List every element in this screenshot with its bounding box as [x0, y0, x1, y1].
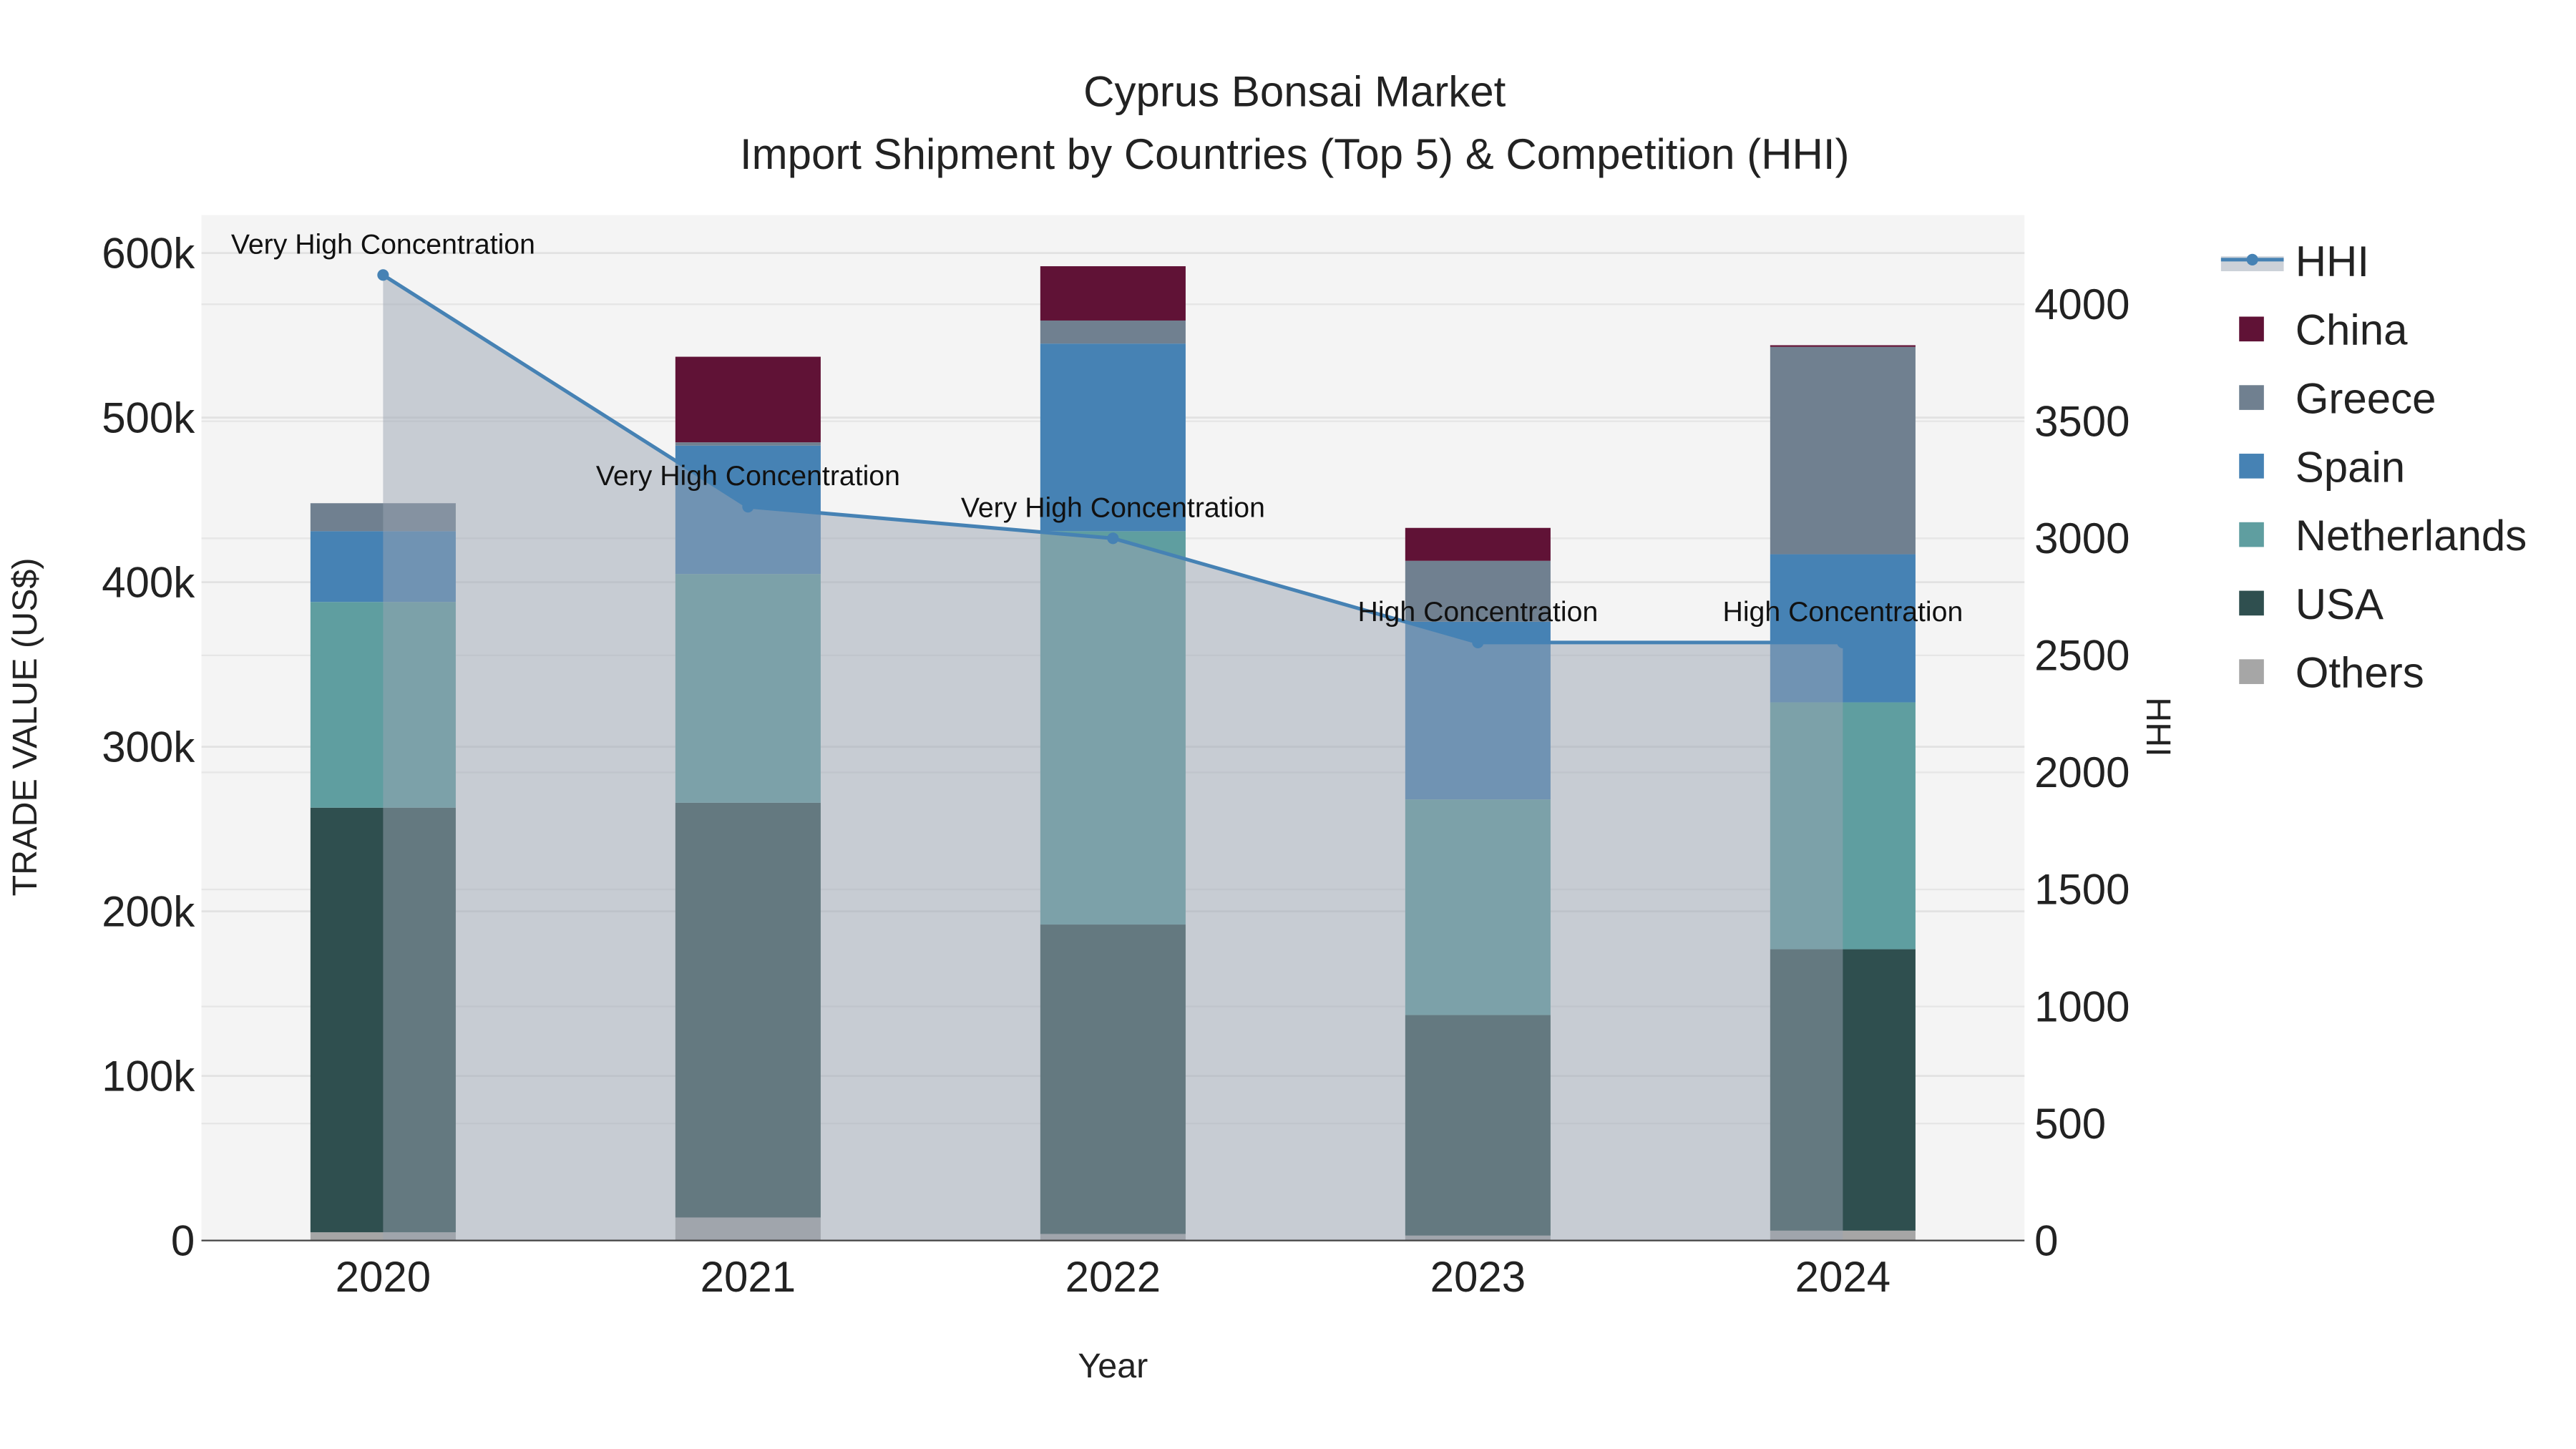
y2-tick-label: 3000: [2034, 514, 2129, 562]
bar-greece-2022: [1040, 320, 1186, 344]
bar-spain-2022: [1040, 343, 1186, 532]
legend-swatch-spain: [2239, 454, 2264, 479]
legend-swatch-china: [2239, 316, 2264, 342]
legend-swatch-others: [2239, 659, 2264, 684]
y2-tick-label: 2000: [2034, 748, 2129, 796]
y2-tick-label: 500: [2034, 1100, 2106, 1148]
hhi-point-2021: [742, 501, 754, 513]
annotation-2024: High Concentration: [1723, 596, 1963, 628]
y2-tick-label: 1500: [2034, 866, 2129, 914]
hhi-line: [377, 269, 1849, 648]
legend-label-others: Others: [2296, 649, 2424, 697]
bar-china-2021: [675, 356, 821, 443]
annotations: Very High Concentration Very High Concent…: [231, 228, 1963, 628]
y2-axis-title: HHI: [2139, 697, 2177, 756]
legend-swatch-netherlands: [2239, 522, 2264, 547]
bar-china-2024: [1770, 345, 1916, 347]
legend-label-china: China: [2296, 306, 2408, 354]
legend-label-hhi: HHI: [2296, 238, 2369, 286]
legend: HHI China Greece Spain Netherlands USA Others: [2220, 238, 2527, 697]
y-tick-label: 300k: [102, 723, 195, 771]
y-tick-label: 400k: [102, 558, 195, 606]
annotation-2023: High Concentration: [1358, 596, 1599, 628]
y2-tick-label: 0: [2034, 1216, 2058, 1264]
legend-label-spain: Spain: [2296, 443, 2405, 491]
hhi-point-2022: [1107, 532, 1119, 545]
y2-tick-label: 4000: [2034, 280, 2129, 328]
y2-axis: 0 500 1000 1500 2000 2500 3000 3500 4000: [2034, 280, 2129, 1264]
y-tick-label: 200k: [102, 887, 195, 935]
hhi-point-2020: [377, 269, 389, 281]
x-tick-label: 2020: [336, 1253, 431, 1301]
x-tick-label: 2022: [1065, 1253, 1161, 1301]
y-tick-label: 500k: [102, 394, 195, 441]
legend-label-usa: USA: [2296, 580, 2384, 628]
hhi-point-2024: [1837, 636, 1849, 648]
chart-subtitle: Import Shipment by Countries (Top 5) & C…: [740, 130, 1850, 178]
y-tick-label: 100k: [102, 1052, 195, 1100]
y2-tick-label: 1000: [2034, 982, 2129, 1030]
y-axis: 0 100k 200k 300k 400k 500k 600k: [102, 229, 195, 1264]
annotation-2022: Very High Concentration: [961, 492, 1265, 523]
hhi-area-fill: [383, 275, 1843, 1241]
legend-label-greece: Greece: [2296, 375, 2436, 423]
x-tick-label: 2023: [1430, 1253, 1526, 1301]
hhi-area: [383, 275, 1843, 1241]
y2-tick-label: 3500: [2034, 398, 2129, 446]
hhi-point-2023: [1472, 636, 1484, 648]
legend-swatch-hhi-marker: [2246, 253, 2258, 265]
legend-swatch-usa: [2239, 590, 2264, 616]
y-tick-label: 600k: [102, 229, 195, 277]
bar-china-2022: [1040, 266, 1186, 321]
x-tick-label: 2024: [1795, 1253, 1890, 1301]
x-tick-label: 2021: [701, 1253, 796, 1301]
y-tick-label: 0: [171, 1216, 195, 1264]
bar-greece-2021: [675, 442, 821, 446]
annotation-2021: Very High Concentration: [596, 460, 900, 492]
bar-greece-2024: [1770, 346, 1916, 555]
legend-swatch-greece: [2239, 385, 2264, 410]
x-axis-title: Year: [1078, 1347, 1148, 1385]
chart-title: Cyprus Bonsai Market: [1083, 67, 1506, 115]
bar-china-2023: [1405, 527, 1551, 561]
y2-tick-label: 2500: [2034, 632, 2129, 680]
annotation-2020: Very High Concentration: [231, 228, 535, 260]
legend-label-netherlands: Netherlands: [2296, 512, 2527, 560]
bar-greece-2023: [1405, 560, 1551, 622]
x-axis: 2020 2021 2022 2023 2024: [336, 1253, 1890, 1301]
y-axis-title: TRADE VALUE (US$): [6, 557, 44, 896]
